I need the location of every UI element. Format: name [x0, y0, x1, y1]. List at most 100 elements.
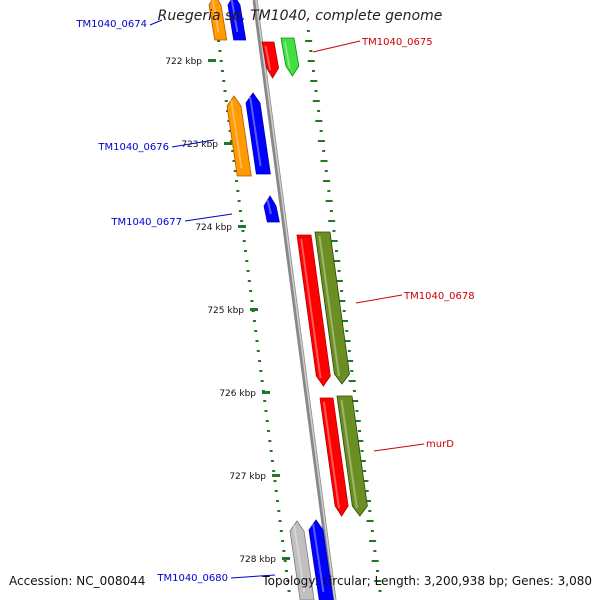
guide-dot [237, 200, 241, 202]
gene-feature[interactable]: TM1040_0678 [314, 231, 350, 385]
guide-dot [224, 100, 228, 102]
label-leader-line [171, 139, 215, 148]
guide-dot [337, 270, 341, 272]
gene-arrow[interactable] [314, 231, 350, 385]
guide-dot [378, 590, 382, 592]
genes: TM1040_0674TM1040_0674TM1040_0675TM1040_… [208, 0, 368, 600]
gene-label: TM1040_0676 [97, 139, 215, 153]
gene-label: TM1040_0675 [312, 37, 433, 53]
gene-label-text: TM1040_0680 [156, 573, 228, 584]
gene-feature[interactable]: TM1040_0680 [308, 519, 334, 600]
guide-dot [267, 430, 271, 432]
gene-feature[interactable]: TM1040_0676 [226, 95, 252, 177]
guide-dot [229, 140, 233, 142]
guide-dot [351, 400, 359, 402]
gene-highlight [318, 235, 340, 377]
guide-dot [240, 220, 244, 222]
guide-dot [223, 90, 227, 92]
guide-dot [361, 480, 369, 482]
gene-arrow[interactable] [336, 395, 368, 517]
gene-feature[interactable]: TM1040_0676 [245, 92, 271, 175]
guide-dot [259, 370, 263, 372]
guide-dot [311, 70, 315, 72]
gene-arrow[interactable] [296, 234, 331, 387]
tick-label: 727 kbp [229, 472, 266, 482]
gene-arrow[interactable] [261, 41, 280, 79]
guide-dot [358, 460, 366, 462]
guide-dot [325, 200, 333, 202]
scale-tick: 724 kbp [195, 223, 246, 233]
tick-label: 728 kbp [239, 555, 276, 565]
summary-text: Topology: circular; Length: 3,200,938 bp… [262, 574, 592, 588]
gene-arrow[interactable] [227, 0, 247, 41]
gene-arrow[interactable] [208, 0, 228, 41]
gene-arrow[interactable] [226, 95, 252, 177]
guide-dots [217, 30, 382, 592]
guide-dot [352, 390, 356, 392]
guide-dot [236, 190, 240, 192]
guide-dot [222, 80, 226, 82]
guide-dot [345, 330, 349, 332]
guide-dot [277, 510, 281, 512]
tick-label: 725 kbp [207, 306, 244, 316]
gene-label-text: TM1040_0674 [75, 19, 147, 30]
tick-mark [272, 474, 280, 477]
guide-dot [279, 530, 283, 532]
guide-dot [263, 400, 267, 402]
guide-dot [338, 300, 346, 302]
guide-dot [276, 500, 279, 502]
gene-arrow[interactable] [280, 37, 300, 77]
tick-mark [250, 308, 258, 311]
scale-tick: 728 kbp [239, 555, 290, 565]
gene-highlight [300, 238, 322, 379]
guide-dot [375, 570, 379, 572]
gene-arrow[interactable] [289, 520, 315, 600]
gene-feature[interactable]: TM1040_0675 [280, 37, 300, 77]
guide-dot [254, 330, 258, 332]
gene-feature[interactable]: TM1040_0675 [261, 41, 280, 79]
guide-dot [363, 470, 367, 472]
tick-mark [282, 557, 290, 560]
guide-dot [220, 70, 224, 72]
guide-dot [366, 520, 374, 522]
guide-dot [265, 420, 269, 422]
gene-highlight [230, 0, 239, 33]
gene-feature[interactable]: TM1040_0677 [263, 195, 280, 223]
gene-arrow[interactable] [319, 397, 349, 517]
gene-highlight [322, 401, 340, 509]
guide-dot [369, 540, 377, 542]
gene-feature[interactable]: TM1040_0674 [208, 0, 228, 41]
guide-dot [370, 530, 374, 532]
tick-label: 726 kbp [219, 389, 256, 399]
guide-dot [340, 320, 348, 322]
guide-dot [315, 120, 323, 122]
guide-dot [218, 50, 222, 52]
guide-dot [350, 370, 354, 372]
gene-label: TM1040_0680 [156, 573, 276, 584]
gene-feature[interactable]: murD [336, 395, 368, 517]
gene-label: TM1040_0678 [355, 291, 475, 304]
guide-dot [319, 130, 323, 132]
guide-dot [317, 140, 325, 142]
guide-dot [250, 300, 254, 302]
guide-dot [242, 240, 246, 242]
guide-dot [365, 490, 369, 492]
gene-arrow[interactable] [263, 195, 280, 223]
guide-dot [238, 210, 242, 212]
gene-feature[interactable]: murD [319, 397, 349, 517]
gene-feature[interactable]: TM1040_0680 [289, 520, 315, 600]
guide-dot [274, 490, 278, 492]
guide-dot [281, 540, 285, 542]
gene-arrow[interactable] [245, 92, 271, 175]
guide-dot [270, 460, 274, 462]
gene-feature[interactable]: TM1040_0674 [227, 0, 247, 41]
guide-dot [306, 30, 310, 32]
gene-highlight [293, 524, 306, 593]
guide-dot [233, 170, 237, 172]
guide-dot [228, 130, 232, 132]
scale-ticks: 722 kbp 723 kbp 724 kbp 725 kbp 726 kbp 727 k… [165, 57, 290, 565]
guide-dot [343, 340, 351, 342]
gene-arrow[interactable] [308, 519, 334, 600]
gene-label-text: TM1040_0676 [97, 142, 169, 153]
gene-feature[interactable]: TM1040_0678 [296, 234, 331, 387]
